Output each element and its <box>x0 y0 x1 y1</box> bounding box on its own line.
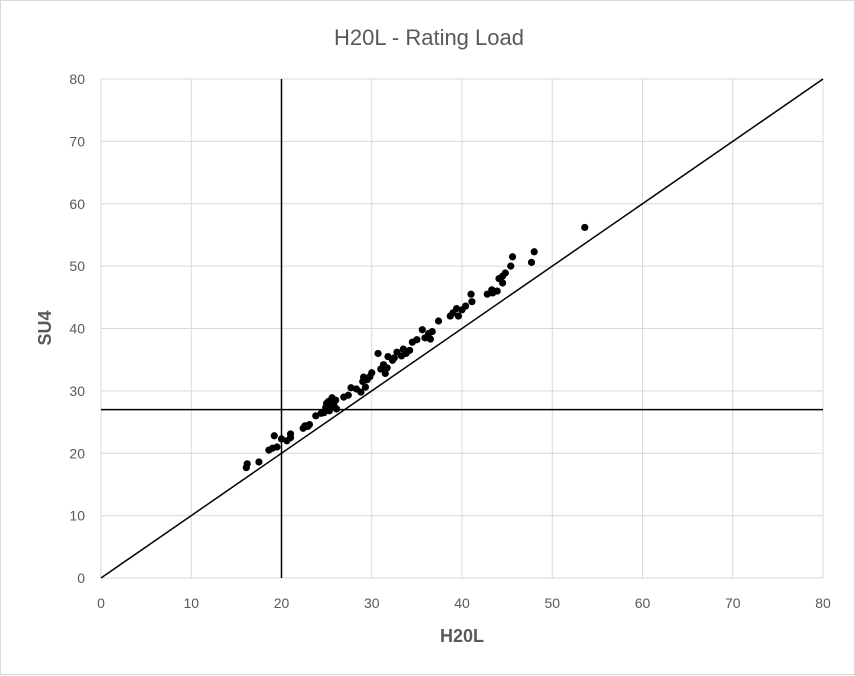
data-point <box>467 290 475 298</box>
data-point <box>270 432 278 440</box>
data-point <box>426 335 435 343</box>
reference-lines <box>100 78 824 579</box>
x-tick-label: 20 <box>274 595 290 611</box>
x-tick-label: 70 <box>725 595 741 611</box>
y-tick-label: 60 <box>69 196 85 212</box>
data-point <box>428 328 436 336</box>
y-tick-label: 80 <box>69 71 85 87</box>
data-point <box>305 420 314 429</box>
data-point <box>581 223 589 232</box>
data-point <box>332 396 340 404</box>
data-point <box>273 443 281 451</box>
data-point <box>406 346 414 354</box>
data-point <box>243 460 251 468</box>
data-point <box>418 326 426 334</box>
x-tick-label: 80 <box>815 595 831 611</box>
data-points <box>242 223 589 472</box>
data-point <box>434 317 443 325</box>
data-point <box>312 412 320 420</box>
data-point <box>361 383 370 391</box>
diagonal-reference-line <box>100 78 824 579</box>
y-tick-label: 0 <box>77 570 85 586</box>
x-tick-label: 0 <box>97 595 105 611</box>
y-tick-label: 50 <box>69 258 85 274</box>
y-axis-ticks: 0 10 20 30 40 50 60 70 80 <box>69 71 85 586</box>
x-tick-label: 60 <box>635 595 651 611</box>
data-point <box>462 302 470 310</box>
data-point <box>344 391 352 399</box>
data-point <box>483 290 491 298</box>
y-tick-label: 10 <box>69 508 85 524</box>
x-tick-label: 10 <box>183 595 199 611</box>
y-tick-label: 20 <box>69 445 85 461</box>
data-point <box>527 258 536 266</box>
y-tick-label: 30 <box>69 383 85 399</box>
data-point <box>383 364 391 372</box>
x-tick-label: 30 <box>364 595 380 611</box>
data-point <box>530 248 538 256</box>
data-point <box>452 304 461 313</box>
chart-title: H20L - Rating Load <box>334 25 524 50</box>
y-axis-title: SU4 <box>35 310 55 345</box>
y-tick-label: 40 <box>69 321 85 337</box>
x-tick-label: 50 <box>544 595 560 611</box>
data-point <box>255 458 263 466</box>
data-point <box>501 269 509 277</box>
data-point <box>332 405 341 413</box>
data-point <box>347 384 355 392</box>
data-point <box>508 253 517 261</box>
data-point <box>286 430 295 438</box>
data-point <box>374 349 382 358</box>
y-tick-label: 70 <box>69 133 85 149</box>
data-point <box>454 312 462 320</box>
data-point <box>277 435 286 443</box>
data-point <box>468 298 476 306</box>
x-axis-ticks: 0 10 20 30 40 50 60 70 80 <box>97 595 831 611</box>
data-point <box>357 388 365 396</box>
x-axis-title: H20L <box>440 626 484 646</box>
data-point <box>413 336 421 344</box>
data-point <box>381 369 389 378</box>
data-point <box>499 279 507 287</box>
data-point <box>390 354 398 362</box>
data-point <box>507 262 515 270</box>
data-point <box>368 369 376 377</box>
x-tick-label: 40 <box>454 595 470 611</box>
data-point <box>493 287 501 295</box>
